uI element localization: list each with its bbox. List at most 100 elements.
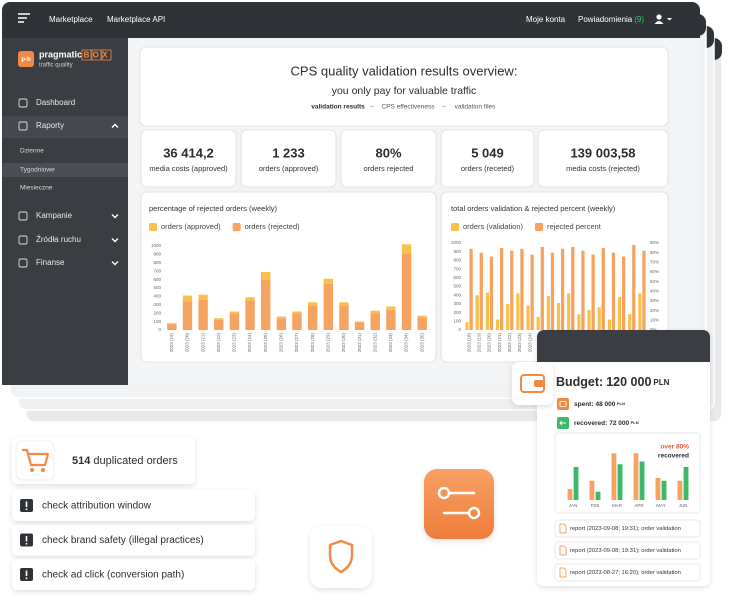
x-tick-label: 2023 (19) (476, 333, 481, 353)
report-item[interactable] (554, 563, 701, 582)
bar (469, 248, 473, 330)
tab[interactable]: validation files (455, 104, 497, 111)
settings-app-icon[interactable] (424, 469, 494, 539)
nav-link[interactable]: Marketplace API (107, 15, 165, 24)
tab[interactable]: validation results (311, 104, 365, 111)
report-item[interactable] (554, 541, 701, 560)
x-tick-label: 2023 (22) (216, 333, 221, 353)
check-item (12, 524, 255, 556)
y-tick-label: 30% (650, 298, 659, 303)
menu-icon (18, 121, 28, 131)
kpi-card (440, 129, 535, 188)
bar (567, 489, 573, 500)
menu-icon (18, 235, 28, 245)
bar (621, 256, 626, 330)
tab-separator: – (370, 104, 374, 111)
x-tick-label: 2023 (33) (388, 333, 393, 353)
report-label[interactable]: report (2023-09-08; 19:31); order valida… (570, 526, 681, 532)
y-tick-label: 500 (453, 284, 461, 289)
report-list: report (2023-09-08; 19:31); order valida… (554, 519, 701, 582)
tab[interactable]: CPS effectiveness (382, 104, 436, 111)
submenu-item[interactable]: Dzienne (20, 148, 44, 155)
bar (370, 310, 380, 314)
report-icon (559, 523, 567, 534)
report-label[interactable]: report (2023-09-08; 19:31); order valida… (570, 548, 681, 554)
bar (587, 309, 591, 330)
bar (245, 300, 255, 330)
bar (581, 250, 585, 330)
x-tick-label: 2023 (24) (247, 333, 252, 353)
kpi-value: 5 049 (471, 145, 504, 160)
duplicates-count: 514 (72, 455, 91, 467)
y-tick-label: 1000 (151, 243, 162, 248)
submenu-item[interactable]: Tygodniowe (20, 167, 55, 174)
y-tick-label: 400 (453, 292, 461, 297)
bar (401, 244, 412, 254)
duplicates: 514 duplicated orders (72, 455, 178, 467)
nav-link[interactable]: Marketplace (49, 15, 93, 24)
account-link[interactable]: Moje konta (526, 15, 566, 24)
budget-note: over 80% (660, 444, 689, 451)
bar (401, 253, 412, 330)
legend-label: rejected percent (547, 222, 602, 231)
x-tick-label: 2023 (29) (325, 333, 330, 353)
bar (386, 306, 396, 310)
menu-item[interactable]: Finanse (36, 258, 65, 267)
menu-icon (18, 211, 28, 221)
bar (198, 299, 208, 330)
chart-title: percentage of rejected orders (weekly) (149, 204, 277, 213)
notifications-link[interactable]: Powiadomienia (9) (578, 15, 644, 24)
notifications-label[interactable]: Powiadomienia (578, 15, 633, 24)
tab-separator: – (442, 104, 446, 111)
bar (638, 293, 642, 330)
legend-label: orders (approved) (161, 222, 221, 231)
shield-app-icon[interactable] (310, 526, 372, 588)
bar (567, 293, 571, 330)
bar (417, 317, 427, 330)
x-tick-label: 2023 (26) (279, 333, 284, 353)
bar (628, 314, 632, 330)
menu-item[interactable]: Kampanie (36, 211, 73, 220)
warning-dot (25, 508, 28, 511)
x-tick-label: 2023 (21) (497, 333, 502, 353)
bar (261, 279, 271, 330)
y-tick-label: 200 (153, 310, 161, 315)
y-tick-label: 20% (650, 308, 659, 313)
x-tick-label: 2023 (22) (507, 333, 512, 353)
chevron-up (111, 123, 119, 128)
y-tick-label: 200 (453, 310, 461, 315)
y-tick-label: 700 (453, 266, 461, 271)
x-tick-label: 2023 (19) (169, 333, 174, 353)
notifications-count[interactable]: (9) (634, 15, 644, 24)
report-item[interactable] (554, 519, 701, 538)
header-subtitle: you only pay for valuable traffic (332, 85, 477, 97)
bar (595, 491, 601, 500)
report-label[interactable]: report (2023-08-27; 16:20); order valida… (570, 570, 681, 576)
menu-icon[interactable] (18, 13, 30, 23)
bar (198, 294, 208, 300)
x-tick-label: JUN (679, 503, 688, 508)
menu-item[interactable]: Dashboard (36, 98, 75, 107)
bar (577, 314, 581, 330)
submenu-item[interactable]: Miesieczne (20, 185, 53, 192)
kpi-value: 80% (375, 145, 401, 160)
bar (546, 296, 551, 330)
bar (495, 319, 500, 330)
legend-swatch (149, 223, 157, 231)
y-tick-label: 90% (650, 240, 659, 245)
budget-currency: PLN (653, 378, 669, 387)
logo: p-b pragmatic BOX traffic quality (18, 49, 112, 69)
bar (386, 309, 396, 330)
y-tick-label: 900 (153, 252, 161, 257)
bar (475, 295, 479, 330)
chevron-down (111, 261, 119, 266)
menu-item[interactable]: Raporty (36, 121, 64, 130)
bar (550, 252, 555, 330)
x-tick-label: 2023 (35) (419, 333, 424, 353)
menu-item[interactable]: Źródła ruchu (36, 235, 81, 244)
x-tick-label: 2023 (24) (527, 333, 532, 353)
user-icon[interactable] (654, 14, 673, 24)
bar (661, 480, 667, 500)
brand-box: BOX (84, 51, 111, 60)
bar (292, 313, 302, 330)
